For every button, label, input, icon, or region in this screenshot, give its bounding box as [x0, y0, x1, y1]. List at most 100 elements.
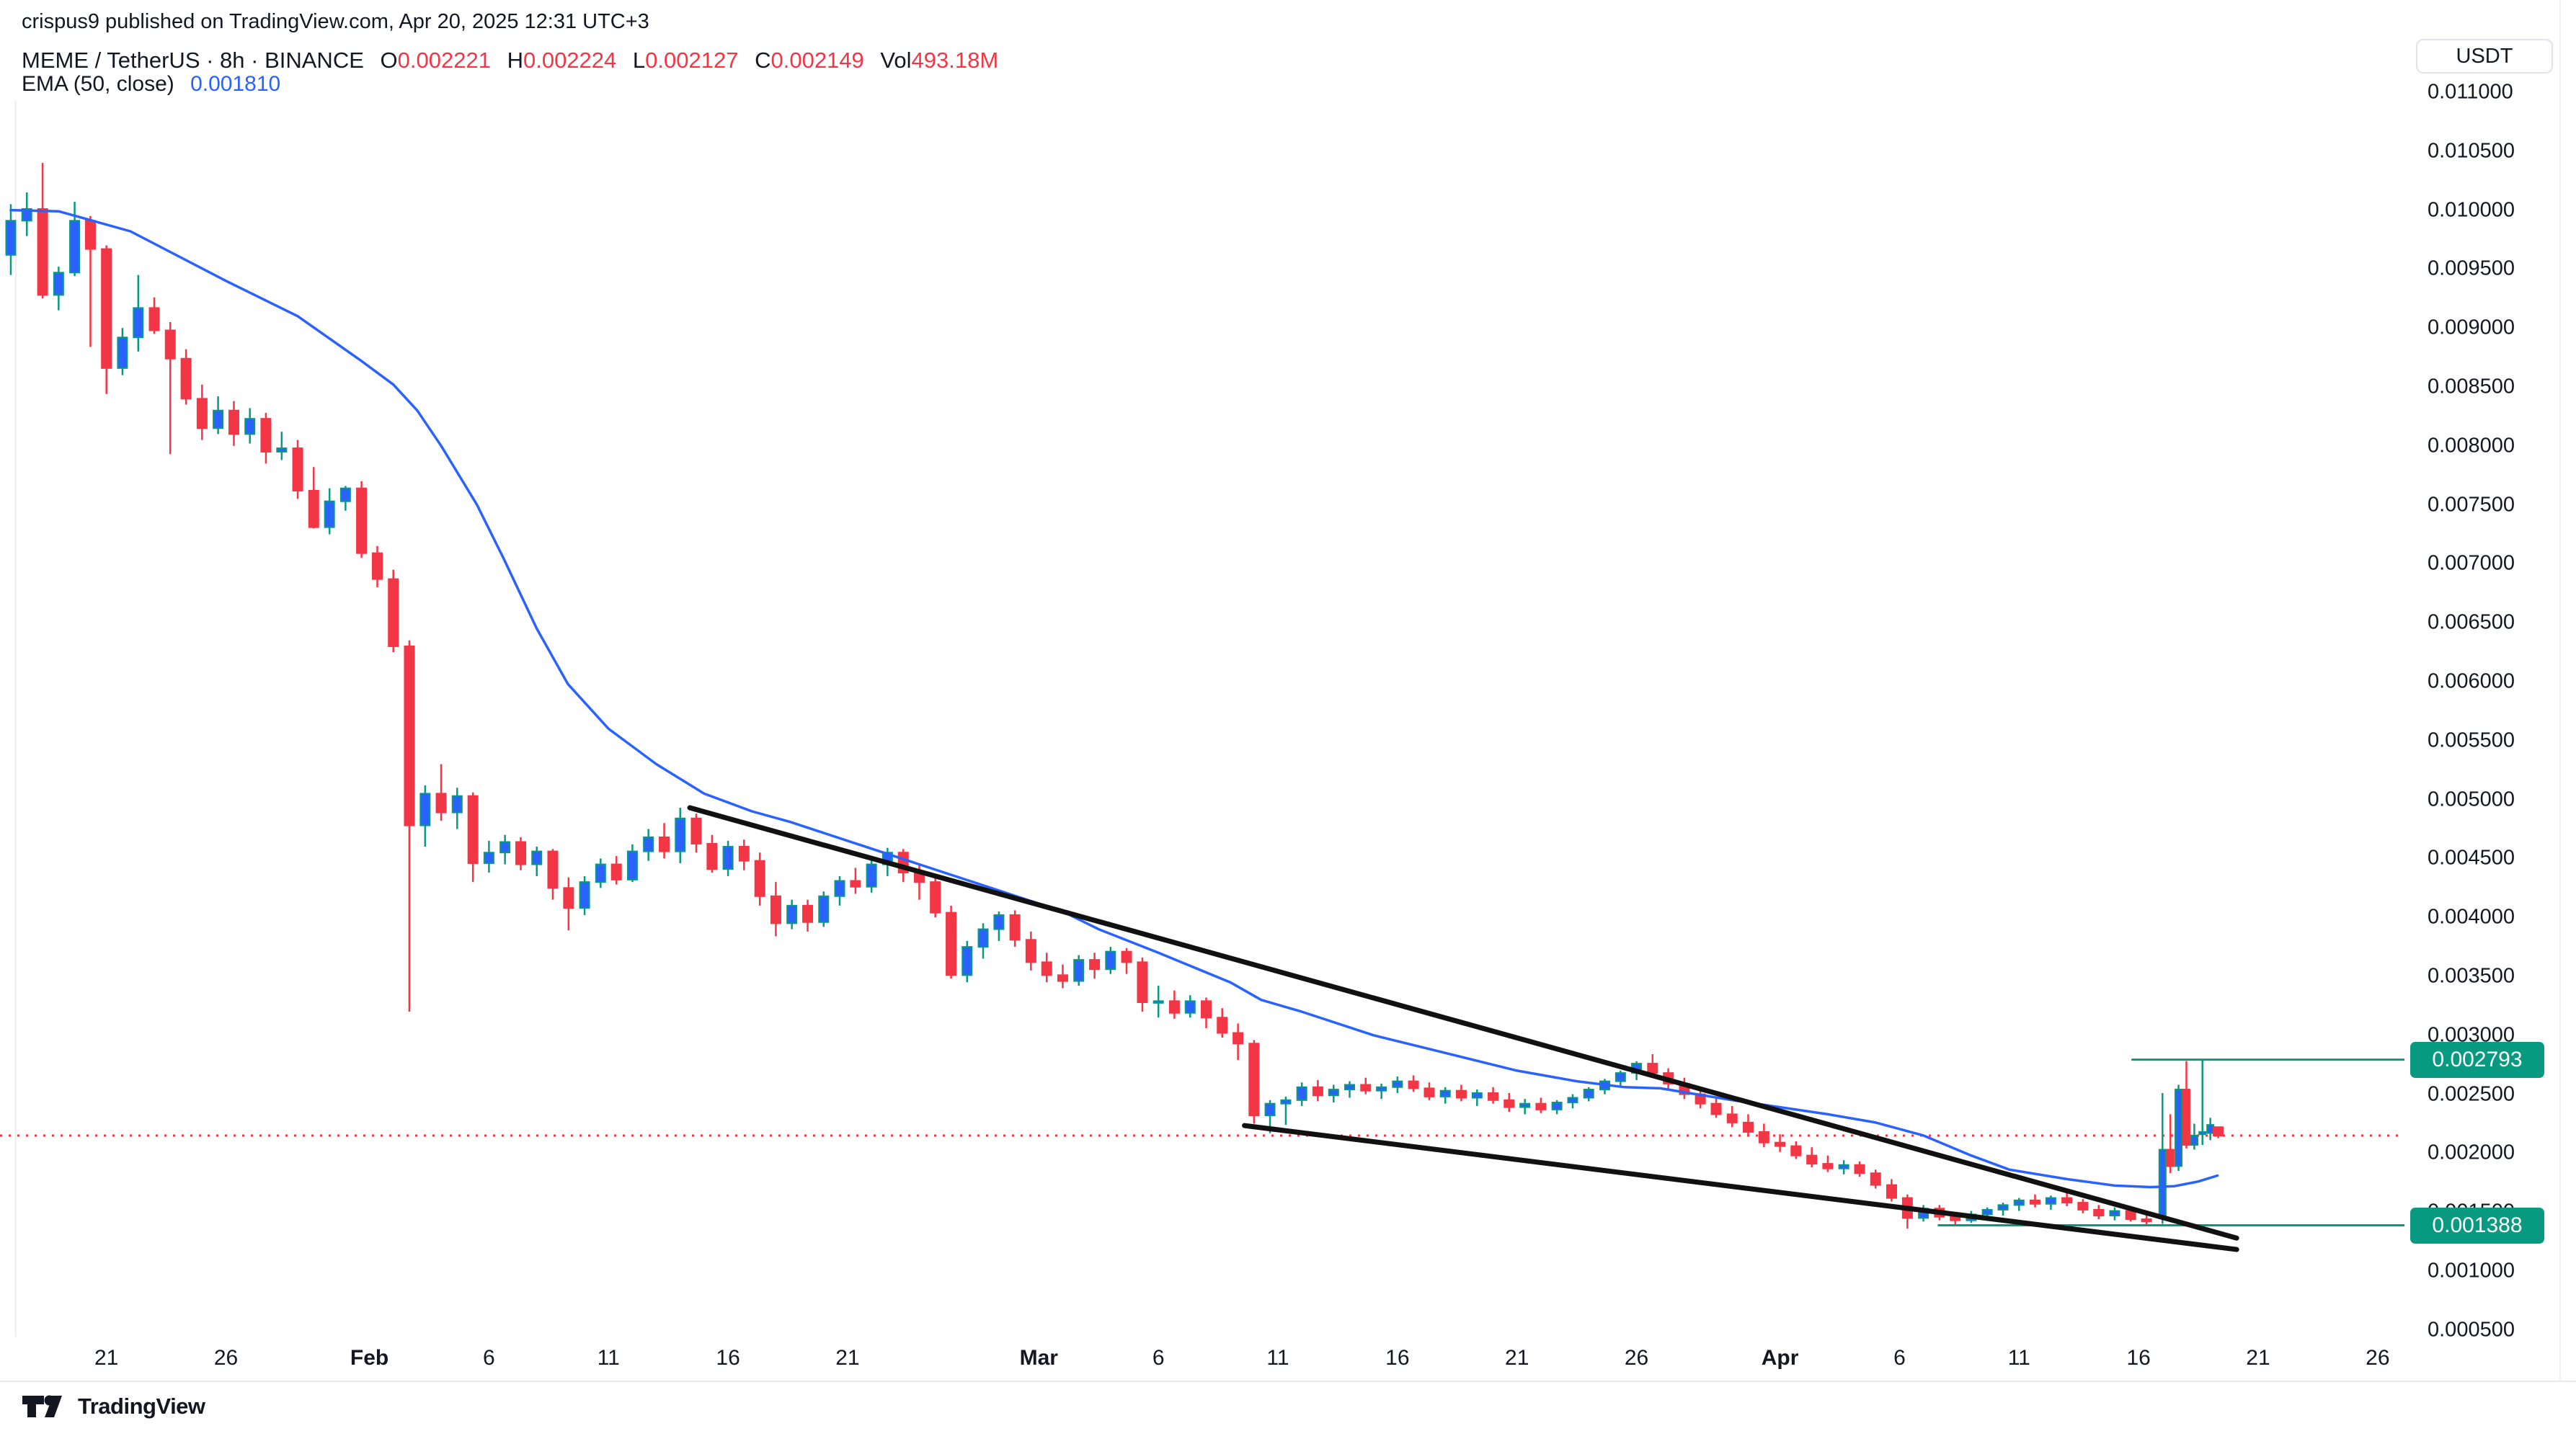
price-axis-label: 0.007500: [2428, 493, 2515, 517]
published-byline: crispus9 published on TradingView.com, A…: [22, 10, 649, 33]
candle-body-down: [850, 880, 861, 888]
candle-body-up: [324, 500, 335, 528]
candle-body-up: [1280, 1099, 1292, 1105]
time-tick-day: 6: [1152, 1346, 1165, 1370]
candle-body-up: [675, 817, 686, 852]
candle-body-up: [866, 863, 877, 888]
time-tick-month: Mar: [1019, 1346, 1058, 1370]
candle-body-down: [2125, 1210, 2136, 1221]
price-axis-label: 0.002000: [2428, 1141, 2515, 1164]
candle-body-down: [1886, 1184, 1897, 1199]
candle-body-down: [754, 860, 765, 897]
time-tick-day: 26: [1624, 1346, 1649, 1370]
tradingview-watermark[interactable]: TradingView: [22, 1394, 205, 1419]
candle-body-up: [786, 904, 798, 924]
candle-body-up: [1551, 1102, 1563, 1110]
candle-body-up: [1328, 1089, 1339, 1097]
candle-body-up: [977, 928, 989, 948]
candle-body-up: [834, 880, 845, 897]
ema-legend: EMA (50, close) 0.001810: [22, 72, 280, 97]
candle-body-up: [419, 793, 431, 826]
candle-body-down: [1790, 1145, 1802, 1156]
tradingview-logo-icon: [22, 1395, 62, 1417]
close-label: C: [755, 48, 771, 73]
candle-body-down: [1726, 1113, 1738, 1123]
currency-toggle-button[interactable]: USDT: [2416, 39, 2553, 73]
candle-body-up: [69, 220, 81, 274]
candle-body-up: [1838, 1164, 1849, 1169]
candle-body-down: [1742, 1121, 1754, 1133]
candle-body-up: [722, 846, 734, 870]
price-level-badge-lower: 0.001388: [2410, 1207, 2544, 1244]
time-axis[interactable]: 21 26 Feb 6 11 16 21 Mar 6 11 16 21 26 Apr 6 11 16 21 26: [0, 1337, 2404, 1381]
time-tick-day: 16: [1385, 1346, 1410, 1370]
candle-body-down: [1312, 1086, 1323, 1097]
candle-body-down: [2166, 1149, 2175, 1167]
candle-body-down: [1950, 1216, 1961, 1221]
candle-body-down: [1025, 939, 1036, 963]
time-tick-day: 21: [94, 1346, 119, 1370]
volume-label: Vol: [880, 48, 912, 73]
candle-body-down: [1041, 961, 1052, 976]
time-tick-day: 6: [483, 1346, 495, 1370]
candle-body-up: [1376, 1086, 1387, 1092]
candle-body-up: [483, 852, 494, 864]
candle-body-down: [690, 817, 702, 844]
candle-body-up: [961, 946, 973, 976]
price-axis-label: 0.009500: [2428, 257, 2515, 280]
time-tick-day: 21: [835, 1346, 860, 1370]
symbol-title: MEME / TetherUS · 8h · BINANCE: [22, 48, 364, 73]
candle-body-up: [2013, 1199, 2025, 1206]
candle-body-up: [1344, 1084, 1356, 1091]
candle-body-down: [196, 398, 208, 429]
price-axis-label: 0.005500: [2428, 728, 2515, 752]
candle-body-down: [1455, 1089, 1467, 1099]
candle-body-up: [1152, 1000, 1164, 1004]
candle-body-up: [1105, 950, 1116, 971]
candle-body-up: [2198, 1131, 2207, 1136]
candle-body-up: [579, 881, 590, 909]
candle-body-up: [1264, 1102, 1276, 1117]
time-tick-day: 26: [213, 1346, 239, 1370]
price-axis-label: 0.004000: [2428, 905, 2515, 929]
low-label: L: [632, 48, 646, 73]
candle-body-down: [1233, 1032, 1244, 1045]
price-axis-label: 0.001000: [2428, 1259, 2515, 1283]
candle-body-down: [1121, 950, 1132, 963]
open-label: O: [380, 48, 398, 73]
candle-body-up: [133, 307, 144, 339]
candle-body-down: [2213, 1126, 2224, 1137]
candle-body-up: [1519, 1102, 1531, 1108]
candle-body-up: [643, 836, 654, 852]
price-axis[interactable]: USDT 0.011000 0.010500 0.010000 0.009500 0.0…: [2404, 0, 2576, 1381]
candle-body-down: [515, 841, 527, 865]
candle-body-up: [244, 418, 256, 435]
price-level-badge-upper: 0.002793: [2410, 1041, 2544, 1078]
candle-body-up: [339, 487, 351, 502]
candle-body-up: [117, 336, 128, 369]
candle-body-up: [1073, 959, 1085, 982]
candle-body-down: [435, 793, 447, 813]
candle-body-down: [180, 357, 192, 400]
price-axis-label: 0.009000: [2428, 316, 2515, 339]
candle-body-down: [1758, 1131, 1769, 1144]
candle-body-up: [1997, 1204, 2009, 1211]
time-tick-month: Apr: [1761, 1346, 1799, 1370]
candle-body-up: [626, 850, 638, 881]
candle-body-up: [1296, 1086, 1307, 1101]
trendline-wedge-upper[interactable]: [687, 805, 2239, 1241]
trendline-wedge-lower[interactable]: [1242, 1123, 2239, 1252]
candle-body-down: [308, 489, 319, 528]
candle-body-up: [2109, 1210, 2120, 1217]
candle-body-down: [148, 307, 160, 331]
candle-body-down: [1806, 1154, 1818, 1165]
symbol-legend: MEME / TetherUS · 8h · BINANCE O0.002221…: [22, 48, 998, 73]
candle-body-down: [659, 836, 670, 852]
candle-body-down: [802, 904, 814, 923]
candle-body-up: [1439, 1089, 1451, 1097]
candle-body-down: [930, 881, 941, 914]
time-tick-day: 21: [1505, 1346, 1529, 1370]
time-tick-day: 16: [2126, 1346, 2151, 1370]
